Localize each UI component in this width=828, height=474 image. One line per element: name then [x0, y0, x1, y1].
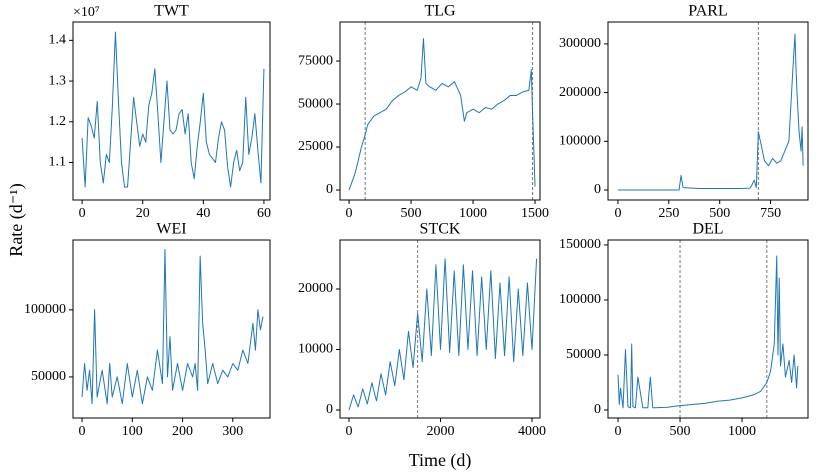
- y-tick-label: 25000: [298, 139, 333, 154]
- x-tick-label: 750: [760, 206, 781, 221]
- x-tick-label: 1000: [728, 424, 756, 439]
- panel-title: PARL: [688, 3, 727, 20]
- axes-frame: [72, 21, 271, 201]
- y-tick-label: 100000: [559, 292, 601, 307]
- x-tick-label: 0: [615, 424, 622, 439]
- x-tick-label: 0: [614, 206, 621, 221]
- y-tick-label: 1.3: [49, 73, 67, 88]
- y-tick-label: 1.2: [49, 114, 67, 129]
- data-line: [617, 255, 799, 409]
- y-tick-label: 0: [326, 182, 333, 197]
- y-tick-label: 20000: [298, 281, 333, 296]
- x-tick-label: 0: [346, 206, 353, 221]
- y-tick-label: 1.1: [49, 155, 67, 170]
- y-tick-label: 0: [594, 182, 601, 197]
- x-tick-label: 1000: [459, 206, 487, 221]
- y-tick-label: 0: [594, 402, 601, 417]
- x-tick-label: 500: [670, 424, 691, 439]
- y-tick-label: 50000: [31, 369, 66, 384]
- y-tick-label: 50000: [566, 347, 601, 362]
- panel-title: STCK: [420, 221, 461, 238]
- y-tick-label: 75000: [298, 53, 333, 68]
- x-tick-label: 40: [196, 206, 210, 221]
- data-line: [81, 248, 264, 405]
- data-line: [348, 38, 536, 191]
- data-line: [81, 31, 265, 188]
- y-tick-label: 10000: [298, 342, 333, 357]
- x-tick-label: 0: [346, 424, 353, 439]
- x-tick-label: 0: [79, 424, 86, 439]
- x-tick-label: 0: [79, 206, 86, 221]
- x-tick-label: 60: [257, 206, 271, 221]
- x-tick-label: 100: [122, 424, 143, 439]
- axes-frame: [607, 239, 809, 419]
- panel-title: WEI: [156, 221, 186, 238]
- x-tick-label: 500: [709, 206, 730, 221]
- y-tick-label: 150000: [559, 237, 601, 252]
- x-tick-label: 2000: [427, 424, 455, 439]
- data-line: [348, 258, 538, 411]
- y-tick-label: 0: [326, 402, 333, 417]
- x-tick-label: 20: [136, 206, 150, 221]
- y-tick-label: 300000: [559, 36, 601, 51]
- offset-label: ×10⁷: [73, 5, 100, 20]
- panel-title: DEL: [692, 221, 723, 238]
- axes-frame: [339, 239, 541, 419]
- x-tick-label: 4000: [518, 424, 546, 439]
- x-tick-label: 500: [401, 206, 422, 221]
- x-tick-label: 200: [172, 424, 193, 439]
- x-tick-label: 250: [658, 206, 679, 221]
- panel-title: TWT: [154, 3, 189, 20]
- x-tick-label: 1500: [521, 206, 549, 221]
- axes-frame: [72, 239, 271, 419]
- axes-frame: [607, 21, 809, 201]
- data-line: [617, 33, 804, 191]
- y-tick-label: 100000: [559, 134, 601, 149]
- y-tick-label: 200000: [559, 85, 601, 100]
- y-tick-label: 50000: [298, 96, 333, 111]
- x-axis-label: Time (d): [409, 450, 472, 471]
- panel-title: TLG: [424, 3, 456, 20]
- x-tick-label: 300: [222, 424, 243, 439]
- y-tick-label: 1.4: [49, 33, 67, 48]
- y-axis-label: Rate (d⁻¹): [6, 183, 27, 256]
- y-tick-label: 100000: [24, 302, 66, 317]
- axes-frame: [339, 21, 541, 201]
